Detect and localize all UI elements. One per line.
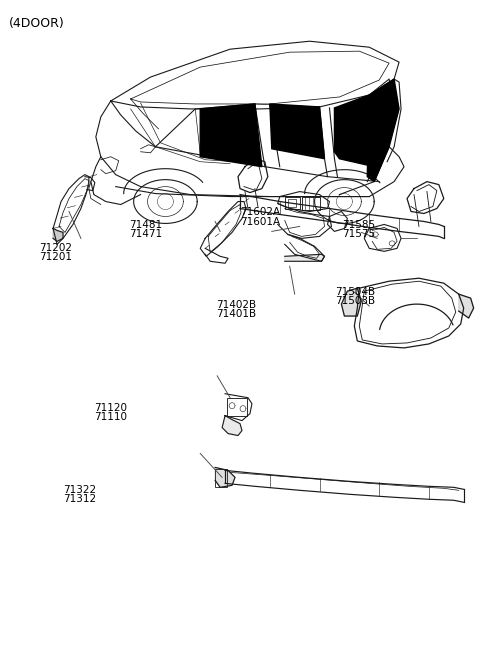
Text: 71402B: 71402B — [216, 300, 256, 310]
Bar — [215, 470, 227, 487]
Text: 71504B: 71504B — [336, 287, 375, 297]
Text: (4DOOR): (4DOOR) — [9, 17, 65, 30]
Polygon shape — [270, 104, 324, 159]
Text: 71202: 71202 — [38, 243, 72, 253]
Polygon shape — [341, 288, 361, 316]
Polygon shape — [215, 468, 235, 487]
Text: 71110: 71110 — [95, 412, 128, 422]
Text: 71601A: 71601A — [240, 216, 280, 226]
Text: 71471: 71471 — [129, 229, 162, 239]
Bar — [285, 197, 300, 209]
Bar — [288, 199, 296, 207]
Bar — [227, 398, 247, 416]
Polygon shape — [200, 104, 262, 167]
Polygon shape — [53, 228, 63, 241]
Text: 71585: 71585 — [343, 220, 376, 230]
Bar — [301, 197, 320, 211]
Polygon shape — [335, 95, 379, 167]
Text: 71120: 71120 — [95, 403, 128, 413]
Polygon shape — [459, 294, 474, 318]
Text: 71401B: 71401B — [216, 309, 256, 319]
Text: 71312: 71312 — [63, 494, 96, 504]
Polygon shape — [367, 79, 399, 182]
Polygon shape — [285, 255, 324, 261]
Text: 71575: 71575 — [343, 229, 376, 239]
Text: 71602A: 71602A — [240, 207, 280, 217]
Text: 71201: 71201 — [38, 252, 72, 262]
Polygon shape — [222, 416, 242, 436]
Text: 71481: 71481 — [129, 220, 162, 230]
Text: 71503B: 71503B — [336, 297, 375, 306]
Text: 71322: 71322 — [63, 485, 96, 495]
